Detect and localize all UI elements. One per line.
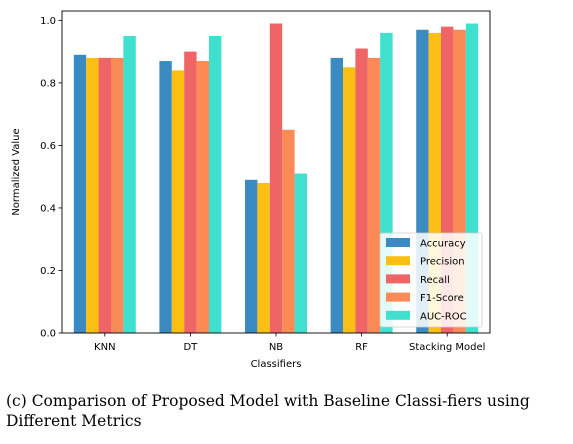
legend-swatch-auc-roc [386, 310, 410, 320]
y-tick-label: 0.8 [40, 78, 56, 89]
bar-dt-precision [171, 70, 185, 333]
bar-rf-precision [343, 67, 356, 333]
x-tick-label: NB [269, 342, 283, 353]
legend-label-auc-roc: AUC-ROC [420, 311, 467, 322]
figure-caption: (c) Comparison of Proposed Model with Ba… [6, 392, 530, 430]
y-tick-label: 1.0 [40, 16, 56, 27]
bar-knn-recall [98, 57, 111, 334]
y-tick-label: 0.2 [40, 266, 56, 277]
bar-rf-recall [355, 48, 368, 334]
bar-dt-f1-score [196, 61, 209, 334]
legend-label-precision: Precision [420, 257, 465, 268]
bar-nb-f1-score [282, 129, 295, 333]
bar-knn-auc-roc [123, 36, 136, 334]
bar-dt-auc-roc [209, 36, 222, 334]
x-tick-label: RF [355, 342, 368, 353]
y-tick-label: 0.0 [40, 329, 56, 340]
plot-frame [61, 10, 491, 334]
bar-nb-precision [257, 182, 270, 333]
legend-swatch-accuracy [386, 238, 410, 247]
bar-nb-auc-roc [294, 173, 307, 333]
x-tick-label: DT [183, 342, 198, 353]
x-axis-label: Classifiers [251, 359, 302, 370]
legend-label-recall: Recall [420, 275, 450, 286]
legend-swatch-f1-score [386, 292, 410, 302]
x-tick-label: Stacking Model [409, 342, 485, 353]
bar-dt-recall [184, 51, 197, 333]
legend-swatch-recall [386, 274, 410, 284]
bar-chart: KNN DT NB RF Stacking Model 0.0 0.2 0.4 0.6 0.8 1.… [11, 10, 491, 370]
bar-knn-f1-score [111, 57, 124, 334]
legend: Accuracy Precision Recall F1-Score AUC-ROC [379, 232, 483, 328]
bar-nb-accuracy [245, 179, 258, 333]
y-tick-label: 0.4 [40, 203, 56, 214]
bar-rf-f1-score [367, 57, 381, 334]
y-axis-label: Normalized Value [11, 128, 22, 215]
legend-label-accuracy: Accuracy [420, 239, 466, 250]
x-tick-label: KNN [94, 342, 116, 353]
bar-rf-accuracy [330, 57, 343, 334]
legend-swatch-precision [386, 256, 410, 266]
bar-knn-precision [86, 57, 99, 334]
bar-dt-accuracy [159, 61, 172, 334]
bar-nb-recall [269, 23, 283, 334]
y-tick-label: 0.6 [40, 141, 56, 152]
bar-knn-accuracy [73, 54, 87, 333]
axis-ticks: KNN DT NB RF Stacking Model 0.0 0.2 0.4 0.6 0.8 1.… [40, 16, 485, 353]
legend-label-f1-score: F1-Score [420, 293, 464, 304]
